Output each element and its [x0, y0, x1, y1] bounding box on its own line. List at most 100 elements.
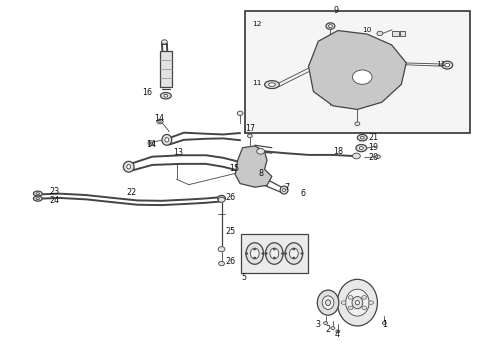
- Ellipse shape: [33, 191, 42, 196]
- Ellipse shape: [165, 138, 169, 142]
- Text: 22: 22: [127, 188, 137, 197]
- Ellipse shape: [218, 197, 225, 202]
- Ellipse shape: [245, 253, 248, 255]
- Ellipse shape: [359, 147, 363, 149]
- Ellipse shape: [269, 83, 275, 86]
- Bar: [400, 31, 405, 36]
- Text: 23: 23: [49, 187, 60, 196]
- Ellipse shape: [150, 142, 152, 144]
- Ellipse shape: [33, 196, 42, 201]
- Text: 9: 9: [333, 6, 339, 15]
- Polygon shape: [235, 146, 272, 187]
- Ellipse shape: [159, 121, 161, 122]
- Ellipse shape: [247, 134, 252, 138]
- Text: 26: 26: [225, 193, 236, 202]
- Text: 12: 12: [252, 21, 262, 27]
- Ellipse shape: [164, 94, 168, 97]
- Ellipse shape: [157, 119, 163, 124]
- Ellipse shape: [352, 70, 372, 84]
- Ellipse shape: [265, 81, 279, 89]
- Ellipse shape: [322, 296, 334, 310]
- Ellipse shape: [250, 248, 259, 259]
- Ellipse shape: [219, 261, 224, 266]
- Ellipse shape: [218, 247, 225, 252]
- Ellipse shape: [336, 330, 340, 333]
- Ellipse shape: [328, 24, 332, 27]
- Bar: [160, 51, 172, 87]
- Text: 26: 26: [225, 257, 236, 266]
- Ellipse shape: [281, 253, 284, 255]
- Ellipse shape: [285, 243, 303, 264]
- Ellipse shape: [36, 193, 40, 194]
- Ellipse shape: [368, 301, 373, 305]
- Ellipse shape: [337, 279, 377, 326]
- Ellipse shape: [160, 93, 171, 99]
- Ellipse shape: [301, 253, 303, 255]
- Ellipse shape: [356, 144, 367, 152]
- Text: 15: 15: [229, 164, 240, 173]
- Ellipse shape: [360, 136, 364, 139]
- Ellipse shape: [220, 197, 223, 199]
- Ellipse shape: [382, 321, 386, 324]
- Text: 4: 4: [334, 330, 340, 339]
- Ellipse shape: [273, 257, 275, 259]
- Text: 16: 16: [143, 87, 152, 96]
- Ellipse shape: [331, 327, 335, 329]
- Ellipse shape: [324, 321, 328, 324]
- Text: 18: 18: [333, 147, 343, 156]
- Ellipse shape: [257, 148, 265, 154]
- Ellipse shape: [293, 248, 295, 250]
- Ellipse shape: [266, 243, 283, 264]
- Ellipse shape: [280, 186, 288, 194]
- Ellipse shape: [127, 165, 131, 169]
- Ellipse shape: [445, 63, 450, 67]
- Ellipse shape: [293, 257, 295, 259]
- Bar: [392, 31, 399, 36]
- Ellipse shape: [162, 134, 172, 145]
- Ellipse shape: [148, 141, 154, 145]
- Bar: [245, 12, 470, 134]
- Ellipse shape: [265, 253, 268, 255]
- Ellipse shape: [352, 153, 360, 159]
- Ellipse shape: [326, 23, 335, 29]
- Text: 14: 14: [146, 140, 156, 149]
- Ellipse shape: [284, 253, 287, 255]
- Text: 7: 7: [284, 183, 289, 192]
- Text: 20: 20: [368, 153, 378, 162]
- Ellipse shape: [341, 301, 346, 305]
- Text: 21: 21: [368, 133, 378, 142]
- Text: 11: 11: [252, 80, 262, 86]
- Text: 17: 17: [245, 123, 255, 132]
- Text: 3: 3: [316, 320, 321, 329]
- Text: 6: 6: [301, 189, 306, 198]
- Ellipse shape: [253, 257, 256, 259]
- Text: 10: 10: [362, 27, 371, 33]
- Text: 24: 24: [49, 196, 60, 205]
- Ellipse shape: [253, 248, 256, 250]
- Ellipse shape: [357, 134, 367, 141]
- Ellipse shape: [283, 189, 286, 192]
- Text: 8: 8: [259, 170, 264, 179]
- Ellipse shape: [348, 296, 353, 299]
- Text: 11: 11: [436, 61, 445, 67]
- Text: 19: 19: [368, 143, 378, 152]
- Ellipse shape: [218, 195, 225, 201]
- Text: 5: 5: [241, 273, 246, 282]
- Ellipse shape: [377, 31, 383, 36]
- Ellipse shape: [290, 248, 298, 259]
- Polygon shape: [309, 31, 406, 109]
- Ellipse shape: [270, 248, 279, 259]
- Ellipse shape: [262, 253, 264, 255]
- Ellipse shape: [318, 290, 339, 315]
- Ellipse shape: [355, 301, 359, 305]
- Ellipse shape: [362, 306, 367, 310]
- Ellipse shape: [355, 122, 360, 126]
- Ellipse shape: [123, 161, 134, 172]
- Ellipse shape: [442, 61, 453, 69]
- Ellipse shape: [375, 155, 380, 158]
- Text: 2: 2: [326, 325, 331, 334]
- Ellipse shape: [237, 111, 243, 116]
- Text: 25: 25: [225, 228, 236, 237]
- Text: 1: 1: [382, 320, 387, 329]
- Ellipse shape: [273, 248, 275, 250]
